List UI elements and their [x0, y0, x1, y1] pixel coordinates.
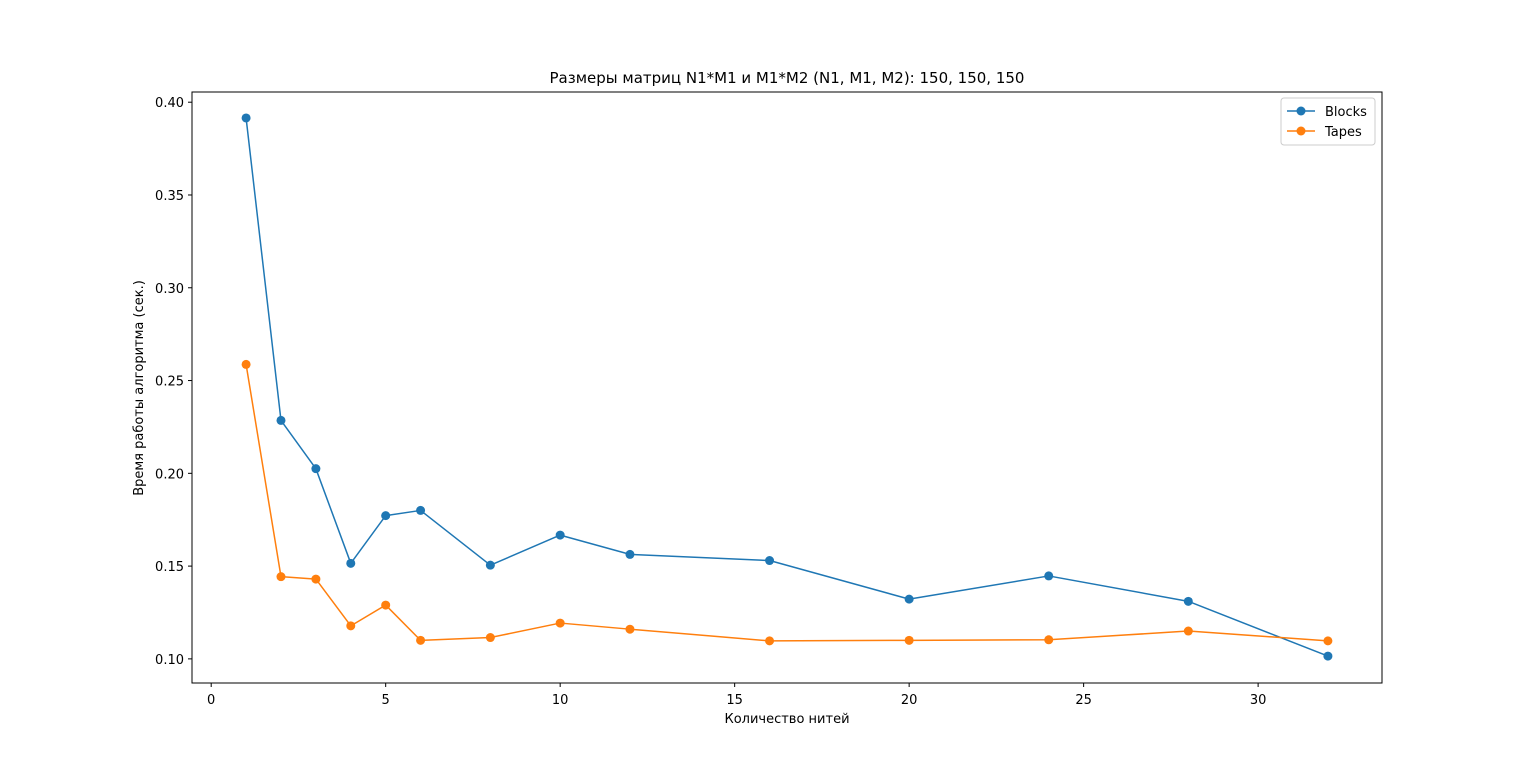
y-tick-label: 0.35 [155, 189, 184, 204]
data-point-tapes [1183, 626, 1193, 636]
series-line-blocks [245, 117, 1329, 657]
data-point-tapes [276, 572, 286, 582]
data-point-tapes [555, 618, 565, 628]
x-axis-ticks: 0 5 10 15 20 25 30 [207, 683, 1266, 708]
legend-tapes-label: Tapes [1324, 125, 1362, 140]
data-point-tapes [346, 621, 356, 631]
x-tick-label: 15 [726, 693, 743, 708]
data-point-tapes [311, 574, 321, 584]
data-point-tapes [485, 633, 495, 643]
x-tick-label: 10 [552, 693, 569, 708]
data-point-blocks [485, 560, 495, 570]
data-point-tapes [1323, 636, 1333, 646]
series-tapes [241, 359, 1333, 646]
x-axis-label: Количество нитей [724, 712, 849, 727]
legend-tapes-marker [1296, 126, 1306, 136]
x-tick-label: 0 [207, 693, 215, 708]
data-point-tapes [1044, 635, 1054, 645]
chart-title: Размеры матриц N1*M1 и M1*M2 (N1, M1, M2… [550, 69, 1025, 87]
data-point-tapes [765, 636, 775, 646]
x-tick-label: 20 [901, 693, 918, 708]
data-point-blocks [625, 549, 635, 559]
data-point-blocks [904, 594, 914, 604]
data-point-tapes [241, 359, 251, 369]
y-tick-label: 0.15 [155, 560, 184, 575]
series-layer [241, 113, 1333, 661]
data-point-blocks [241, 113, 251, 123]
y-axis-label: Время работы алгоритма (сек.) [132, 280, 147, 496]
data-point-blocks [1044, 571, 1054, 581]
y-tick-label: 0.30 [155, 282, 184, 297]
data-point-tapes [625, 624, 635, 634]
data-point-tapes [416, 635, 426, 645]
data-point-blocks [1323, 651, 1333, 661]
data-point-blocks [555, 530, 565, 540]
data-point-blocks [276, 415, 286, 425]
plot-area-frame [191, 91, 1383, 684]
data-point-blocks [381, 511, 391, 521]
data-point-blocks [416, 505, 426, 515]
x-tick-label: 30 [1250, 693, 1267, 708]
x-tick-label: 5 [382, 693, 390, 708]
legend-blocks-label: Blocks [1325, 105, 1367, 120]
data-point-blocks [1183, 596, 1193, 606]
y-axis-ticks: 0.10 0.15 0.20 0.25 0.30 0.35 0.40 [155, 96, 192, 668]
y-tick-label: 0.25 [155, 375, 184, 390]
data-point-blocks [346, 558, 356, 568]
y-tick-label: 0.20 [155, 467, 184, 482]
data-point-blocks [765, 556, 775, 566]
data-point-blocks [311, 464, 321, 474]
y-tick-label: 0.40 [155, 96, 184, 111]
data-point-tapes [904, 635, 914, 645]
series-blocks [241, 113, 1333, 661]
legend: Blocks Tapes [1280, 97, 1376, 146]
legend-blocks-marker [1296, 106, 1306, 116]
series-line-tapes [245, 364, 1328, 642]
y-tick-label: 0.10 [155, 653, 184, 668]
data-point-tapes [381, 600, 391, 610]
x-tick-label: 25 [1075, 693, 1092, 708]
